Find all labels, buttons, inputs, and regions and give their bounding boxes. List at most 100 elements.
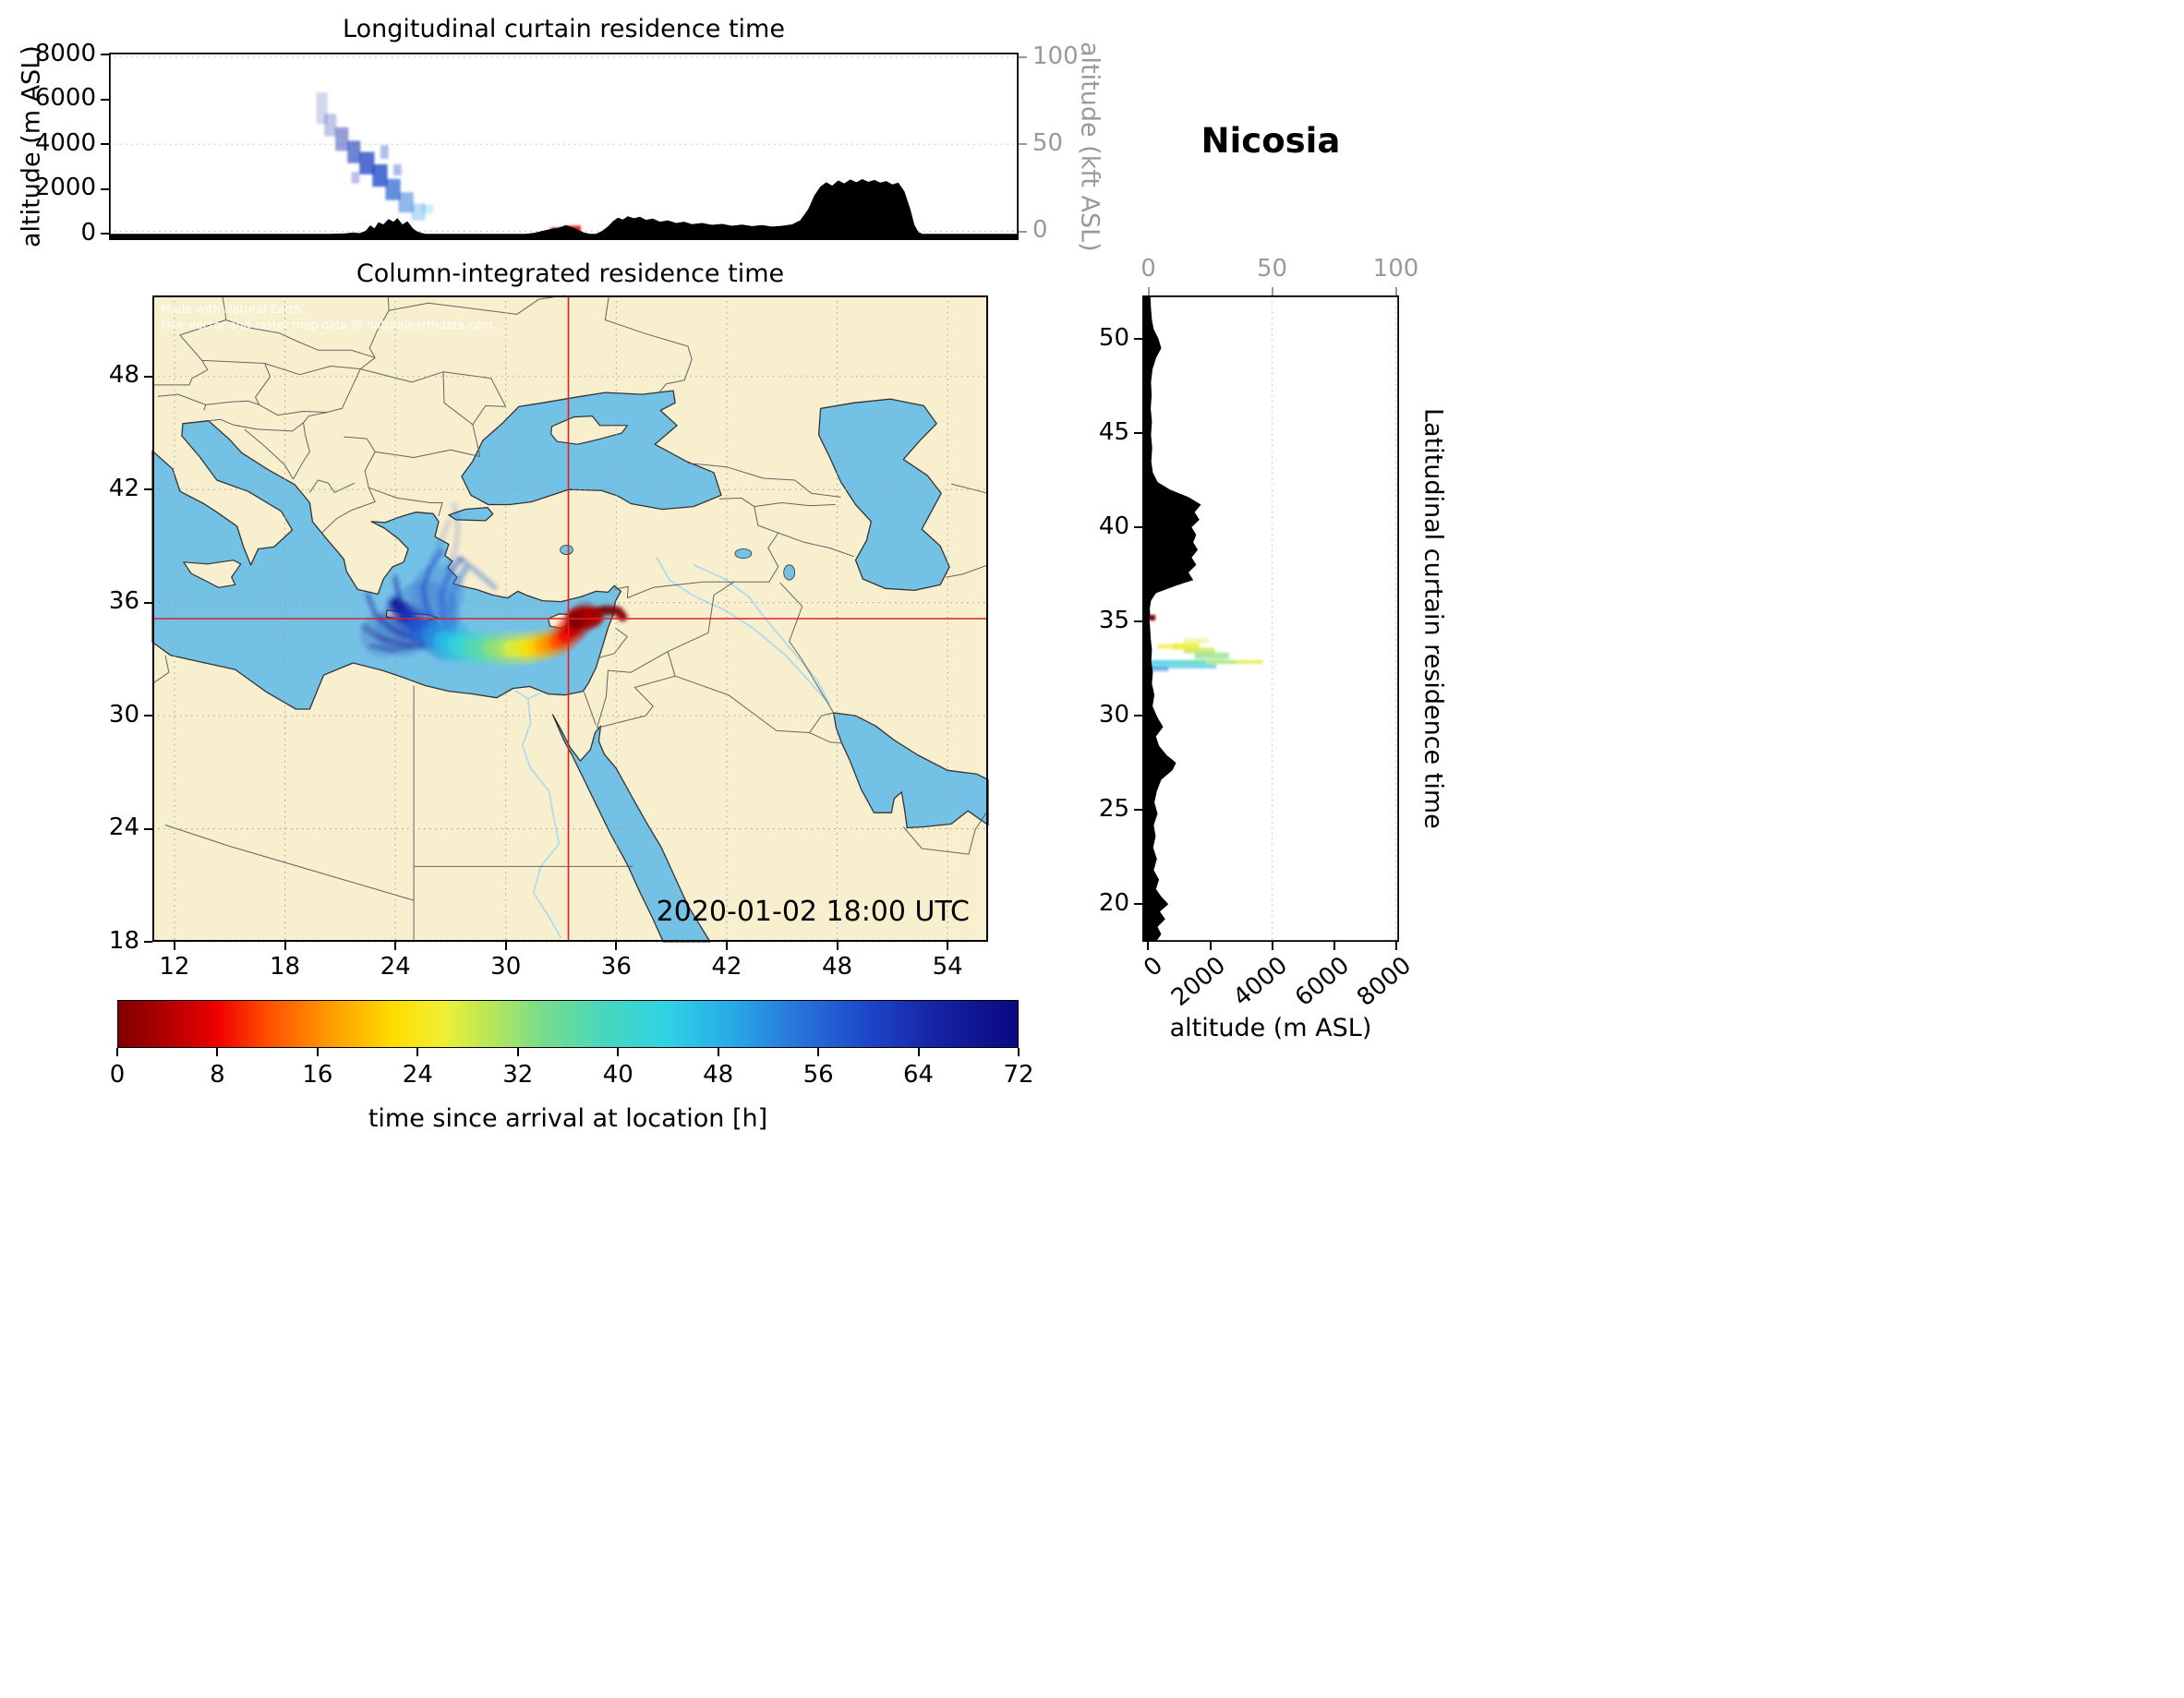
tick-mark [615, 942, 618, 950]
tick-label: 6000 [34, 84, 96, 113]
tick-label: 25 [1098, 794, 1129, 823]
tick-label: 4000 [34, 128, 96, 157]
tick-label: 35 [1098, 606, 1129, 634]
tick-mark [1271, 287, 1273, 295]
tick-label: 72 [1003, 1061, 1034, 1089]
tick-mark [1134, 809, 1142, 812]
tick-mark [316, 1048, 319, 1056]
tick-label: 18 [269, 953, 301, 981]
tick-label: 30 [1098, 700, 1129, 729]
tick-label: 8000 [34, 39, 96, 67]
tick-label: 48 [703, 1061, 734, 1089]
tick-label: 16 [302, 1061, 333, 1089]
tick-label: 42 [711, 953, 742, 981]
tick-mark [617, 1048, 620, 1056]
tick-mark [717, 1048, 719, 1056]
tick-label: 50 [1098, 323, 1129, 352]
tick-label: 2000 [34, 174, 96, 202]
tick-mark [394, 942, 397, 950]
map-attribution: Made with Natural Earth. Free vector and… [161, 302, 497, 333]
tick-label: 18 [108, 926, 139, 955]
map-panel-title: Column-integrated residence time [356, 259, 785, 288]
tick-mark [173, 942, 175, 950]
tick-label: 30 [108, 700, 139, 729]
tick-mark [144, 488, 152, 491]
tick-mark [1019, 143, 1027, 146]
tick-label: 8 [210, 1061, 225, 1089]
tick-mark [1019, 56, 1027, 58]
tick-mark [1147, 942, 1150, 950]
tick-label: 0 [1032, 216, 1048, 245]
tick-label: 50 [1256, 255, 1288, 283]
tick-label: 24 [380, 953, 411, 981]
tick-mark [101, 233, 109, 235]
tick-mark [1209, 942, 1212, 950]
tick-mark [516, 1048, 519, 1056]
tick-label: 0 [1140, 255, 1156, 283]
tick-label: 0 [80, 218, 96, 247]
tick-mark [1394, 942, 1397, 950]
tick-label: 42 [108, 474, 139, 502]
tick-label: 30 [490, 953, 522, 981]
tick-label: 12 [159, 953, 190, 981]
tick-mark [1134, 620, 1142, 623]
tick-label: 64 [903, 1061, 935, 1089]
tick-mark [1019, 230, 1027, 233]
longitudinal-panel-title: Longitudinal curtain residence time [343, 15, 785, 43]
tick-mark [144, 375, 152, 378]
tick-label: 40 [1098, 512, 1129, 540]
tick-mark [1134, 715, 1142, 717]
tick-mark [101, 98, 109, 101]
tick-mark [725, 942, 728, 950]
latitudinal-xlabel: altitude (m ASL) [1169, 1014, 1372, 1042]
datetime-label: 2020-01-02 18:00 UTC [656, 896, 970, 928]
latitudinal-curtain-plot [1141, 295, 1400, 943]
tick-mark [917, 1048, 920, 1056]
tick-label: 48 [108, 361, 139, 390]
tick-label: 100 [1372, 255, 1419, 283]
tick-label: 36 [600, 953, 632, 981]
tick-mark [1134, 337, 1142, 340]
tick-mark [144, 601, 152, 604]
tick-mark [416, 1048, 419, 1056]
longitudinal-curtain-plot [108, 52, 1020, 240]
latitudinal-panel-title: Latitudinal curtain residence time [1418, 408, 1448, 829]
tick-mark [836, 942, 839, 950]
tick-mark [1333, 942, 1335, 950]
tick-mark [1147, 287, 1150, 295]
tick-mark [817, 1048, 820, 1056]
tick-label: 40 [602, 1061, 633, 1089]
tick-mark [1271, 942, 1273, 950]
tick-label: 56 [802, 1061, 834, 1089]
tick-label: 20 [1098, 888, 1129, 917]
map-attribution-line2: Free vector and raster map data @ natura… [161, 317, 497, 331]
tick-label: 48 [821, 953, 853, 981]
map-attribution-line1: Made with Natural Earth. [161, 302, 306, 316]
tick-label: 100 [1032, 42, 1079, 70]
tick-label: 32 [502, 1061, 534, 1089]
tick-mark [144, 827, 152, 830]
colorbar [117, 1000, 1019, 1048]
tick-mark [504, 942, 507, 950]
station-title: Nicosia [1201, 121, 1341, 161]
tick-mark [144, 941, 152, 943]
tick-label: 0 [109, 1061, 126, 1089]
tick-label: 36 [108, 587, 139, 616]
tick-mark [116, 1048, 118, 1056]
tick-mark [101, 187, 109, 190]
column-integrated-map [151, 295, 989, 943]
longitudinal-ylabel-right: altitude (kft ASL) [1075, 41, 1104, 252]
tick-mark [1134, 526, 1142, 529]
tick-mark [947, 942, 949, 950]
tick-mark [1134, 431, 1142, 434]
tick-mark [284, 942, 286, 950]
tick-mark [101, 53, 109, 55]
tick-mark [216, 1048, 219, 1056]
colorbar-label: time since arrival at location [h] [368, 1104, 768, 1133]
tick-mark [101, 143, 109, 146]
tick-label: 45 [1098, 417, 1129, 446]
tick-label: 24 [108, 813, 139, 842]
tick-mark [1394, 287, 1397, 295]
tick-mark [1134, 903, 1142, 906]
